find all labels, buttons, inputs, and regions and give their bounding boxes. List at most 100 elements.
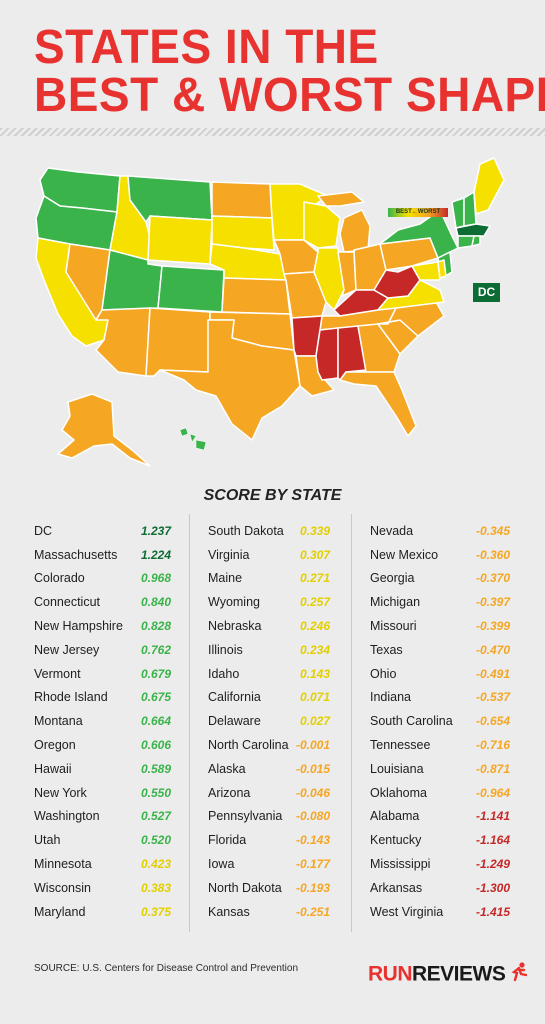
score-row: Rhode Island 0.675 xyxy=(34,686,171,710)
state-score: -0.015 xyxy=(295,761,330,776)
score-column-3: Nevada -0.345 New Mexico -0.360 Georgia -0.37… xyxy=(370,519,510,931)
state-new-mexico xyxy=(145,307,211,377)
state-name: Florida xyxy=(208,833,247,848)
score-row: Delaware 0.027 xyxy=(208,709,330,733)
state-score: 0.589 xyxy=(140,761,171,776)
score-row: New Jersey 0.762 xyxy=(34,638,171,662)
state-name: Virginia xyxy=(208,547,250,562)
state-wisconsin xyxy=(303,201,341,249)
score-row: Nevada -0.345 xyxy=(370,519,510,543)
score-row: Massachusetts 1.224 xyxy=(34,543,171,567)
state-vermont xyxy=(451,197,465,229)
score-row: Indiana -0.537 xyxy=(370,686,510,710)
state-score: 0.339 xyxy=(299,523,330,538)
state-hawaii xyxy=(179,427,207,451)
state-score: -1.249 xyxy=(475,857,510,872)
score-row: Connecticut 0.840 xyxy=(34,590,171,614)
score-row: Arizona -0.046 xyxy=(208,781,330,805)
score-column-1: DC 1.237 Massachusetts 1.224 Colorado 0.968 Co… xyxy=(34,519,171,931)
state-wyoming xyxy=(147,215,213,265)
logo-reviews-text: REVIEWS xyxy=(412,962,506,986)
state-name: Nevada xyxy=(370,523,414,538)
state-name: Oklahoma xyxy=(370,785,427,800)
state-name: Tennessee xyxy=(370,738,431,753)
score-row: California 0.071 xyxy=(208,686,330,710)
state-maine xyxy=(473,157,505,215)
state-score: -1.141 xyxy=(475,809,510,824)
state-michigan xyxy=(339,209,371,253)
state-maryland xyxy=(411,261,441,281)
state-name: Kentucky xyxy=(370,833,422,848)
state-score: -0.251 xyxy=(295,904,330,919)
score-row: Nebraska 0.246 xyxy=(208,614,330,638)
score-row: DC 1.237 xyxy=(34,519,171,543)
score-row: Mississippi -1.249 xyxy=(370,852,510,876)
score-row: Oklahoma -0.964 xyxy=(370,781,510,805)
score-row: Ohio -0.491 xyxy=(370,662,510,686)
score-row: New York 0.550 xyxy=(34,781,171,805)
state-texas xyxy=(159,319,301,441)
score-row: Oregon 0.606 xyxy=(34,733,171,757)
score-row: Hawaii 0.589 xyxy=(34,757,171,781)
state-name: Iowa xyxy=(208,857,235,872)
runreviews-logo: RUNREVIEWS xyxy=(368,961,529,987)
page-title: STATES IN THE BEST & WORST SHAPE xyxy=(34,18,545,122)
state-score: -0.143 xyxy=(295,833,330,848)
state-name: Mississippi xyxy=(370,857,431,872)
score-row: Vermont 0.679 xyxy=(34,662,171,686)
state-score: -0.193 xyxy=(295,880,330,895)
score-row: Iowa -0.177 xyxy=(208,852,330,876)
state-name: Missouri xyxy=(370,619,417,634)
score-by-state-title: SCORE BY STATE xyxy=(203,487,342,504)
state-score: 0.828 xyxy=(140,619,171,634)
title-line-2: BEST & WORST SHAPE xyxy=(34,67,545,122)
state-name: New Mexico xyxy=(370,547,439,562)
state-name: Minnesota xyxy=(34,857,92,872)
score-row: Georgia -0.370 xyxy=(370,567,510,591)
state-name: South Dakota xyxy=(208,523,284,538)
state-name: North Dakota xyxy=(208,880,282,895)
runner-icon xyxy=(507,961,529,989)
column-divider-2 xyxy=(351,514,352,932)
state-name: Massachusetts xyxy=(34,547,118,562)
score-row: Wyoming 0.257 xyxy=(208,590,330,614)
state-score: -0.871 xyxy=(475,761,510,776)
score-row: Kentucky -1.164 xyxy=(370,828,510,852)
us-choropleth-map: BEST←WORST DC xyxy=(0,140,545,480)
score-row: Virginia 0.307 xyxy=(208,543,330,567)
state-score: 0.246 xyxy=(299,619,330,634)
state-delaware xyxy=(437,259,447,279)
state-name: Georgia xyxy=(370,571,415,586)
state-score: 0.679 xyxy=(140,666,171,681)
state-score: 0.071 xyxy=(299,690,330,705)
state-score: 1.237 xyxy=(140,523,171,538)
score-row: North Carolina -0.001 xyxy=(208,733,330,757)
score-row: Michigan -0.397 xyxy=(370,590,510,614)
state-score: -0.491 xyxy=(475,666,510,681)
state-name: Kansas xyxy=(208,904,250,919)
state-score: 0.383 xyxy=(140,880,171,895)
state-score: -0.654 xyxy=(475,714,510,729)
title-line-1: STATES IN THE xyxy=(34,18,379,74)
state-score: 0.234 xyxy=(299,642,330,657)
score-row: Missouri -0.399 xyxy=(370,614,510,638)
state-mississippi xyxy=(315,327,339,381)
state-score: -0.537 xyxy=(475,690,510,705)
score-row: Maine 0.271 xyxy=(208,567,330,591)
state-name: Montana xyxy=(34,714,83,729)
state-colorado xyxy=(157,265,225,313)
score-row: South Dakota 0.339 xyxy=(208,519,330,543)
score-row: Florida -0.143 xyxy=(208,828,330,852)
state-score: 0.527 xyxy=(140,809,171,824)
state-massachusetts xyxy=(455,223,491,237)
state-score: 0.143 xyxy=(299,666,330,681)
state-name: West Virginia xyxy=(370,904,444,919)
score-row: Washington 0.527 xyxy=(34,805,171,829)
state-michigan-up xyxy=(317,191,365,207)
state-name: South Carolina xyxy=(370,714,453,729)
state-name: Michigan xyxy=(370,595,421,610)
score-row: Colorado 0.968 xyxy=(34,567,171,591)
state-score: -0.177 xyxy=(295,857,330,872)
state-name: Washington xyxy=(34,809,100,824)
score-row: Louisiana -0.871 xyxy=(370,757,510,781)
